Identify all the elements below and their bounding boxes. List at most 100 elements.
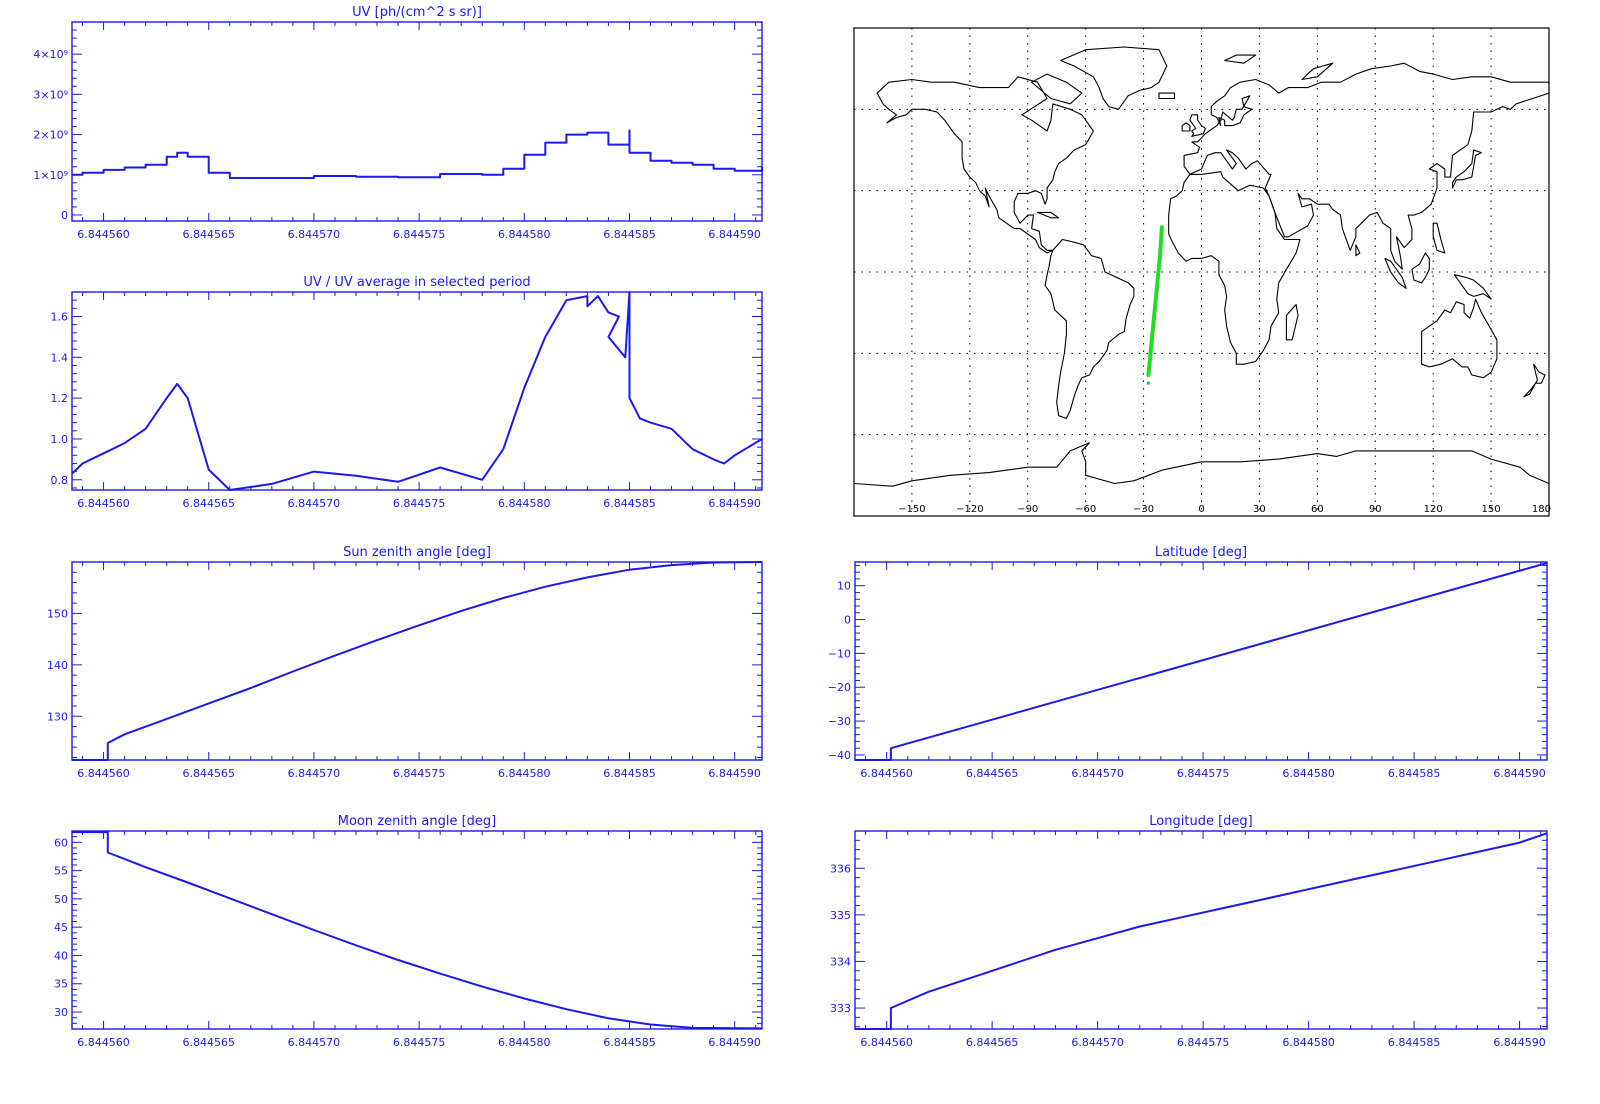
x-tick-label: 6.844565 bbox=[182, 767, 235, 780]
chart-lon: Longitude [deg] 6.844560 6.844565 6.844570 6… bbox=[830, 814, 1548, 1049]
x-tick-label: 6.844590 bbox=[708, 767, 761, 780]
x-tick-label: 6.844590 bbox=[1493, 767, 1546, 780]
y-tick-label: −30 bbox=[828, 715, 851, 728]
y-tick-label: −10 bbox=[828, 647, 851, 660]
chart-uvratio: UV / UV average in selected period 6.8445… bbox=[51, 275, 763, 510]
x-tick-label: 6.844575 bbox=[393, 767, 446, 780]
x-tick-label: 6.844580 bbox=[1282, 767, 1335, 780]
map-longitude-label: 0 bbox=[1198, 504, 1204, 515]
plot-frame bbox=[71, 830, 763, 1030]
x-tick-label: 6.844565 bbox=[182, 228, 235, 241]
x-tick-label: 6.844560 bbox=[860, 767, 913, 780]
x-tick-label: 6.844565 bbox=[966, 767, 1019, 780]
x-tick-label: 6.844570 bbox=[288, 497, 341, 510]
y-tick-label: 130 bbox=[47, 710, 68, 723]
y-tick-label: 333 bbox=[830, 1002, 851, 1015]
y-tick-label: 30 bbox=[54, 1006, 68, 1019]
x-tick-label: 6.844560 bbox=[860, 1036, 913, 1049]
x-tick-label: 6.844570 bbox=[288, 1036, 341, 1049]
y-tick-label: 35 bbox=[54, 978, 68, 991]
x-tick-label: 6.844575 bbox=[1177, 767, 1230, 780]
x-tick-label: 6.844580 bbox=[1282, 1036, 1335, 1049]
x-tick-label: 6.844585 bbox=[1388, 767, 1441, 780]
x-tick-label: 6.844585 bbox=[603, 228, 656, 241]
y-tick-label: 50 bbox=[54, 893, 68, 906]
plot-frame bbox=[854, 561, 1548, 761]
chart-sza: Sun zenith angle [deg] 6.844560 6.844565 6.… bbox=[47, 545, 763, 780]
map-longitude-label: 180 bbox=[1532, 504, 1551, 515]
plot-frame bbox=[71, 21, 763, 222]
y-tick-label: 0 bbox=[844, 614, 851, 627]
coastline-sumatra bbox=[1384, 257, 1407, 289]
series-line-lat bbox=[855, 562, 1548, 761]
coastline-madagascar bbox=[1285, 303, 1299, 341]
x-tick-label: 6.844570 bbox=[288, 767, 341, 780]
x-tick-label: 6.844560 bbox=[77, 1036, 130, 1049]
map-longitude-label: −90 bbox=[1017, 504, 1038, 515]
map-longitude-label: −150 bbox=[898, 504, 925, 515]
x-tick-label: 6.844565 bbox=[966, 1036, 1019, 1049]
y-tick-label: 336 bbox=[830, 862, 851, 875]
ground-track-line bbox=[1146, 225, 1164, 377]
coastline-new-guinea bbox=[1453, 274, 1492, 300]
y-tick-label: 40 bbox=[54, 949, 68, 962]
y-tick-label: 0 bbox=[61, 209, 68, 222]
x-tick-label: 6.844565 bbox=[182, 1036, 235, 1049]
chart-uv: UV [ph/(cm^2 s sr)] 6.844560 6.844565 6.844… bbox=[33, 5, 763, 241]
coastline-philippines bbox=[1432, 222, 1446, 254]
x-tick-label: 6.844575 bbox=[393, 228, 446, 241]
chart-lat: Latitude [deg] 6.844560 6.844565 6.844570 6.… bbox=[828, 545, 1548, 780]
coastline-svalbard bbox=[1224, 54, 1257, 64]
map-longitude-label: 90 bbox=[1369, 504, 1382, 515]
series-line-sza bbox=[72, 561, 763, 761]
x-tick-label: 6.844590 bbox=[1493, 1036, 1546, 1049]
coastline-cuba bbox=[1036, 211, 1060, 219]
x-tick-label: 6.844585 bbox=[1388, 1036, 1441, 1049]
x-tick-label: 6.844590 bbox=[708, 1036, 761, 1049]
chart-title: Longitude [deg] bbox=[1149, 814, 1252, 829]
coastline-great-britain bbox=[1189, 114, 1206, 137]
world-map: −150 −120 −90 −60 −30 0 30 60 90 120 150 180 bbox=[853, 27, 1551, 517]
y-tick-label: 1.2 bbox=[51, 392, 69, 405]
x-tick-label: 6.844585 bbox=[603, 767, 656, 780]
map-longitude-label: 150 bbox=[1482, 504, 1501, 515]
coastline-novaya-zemlya bbox=[1301, 62, 1334, 81]
y-tick-label: 150 bbox=[47, 607, 68, 620]
x-tick-label: 6.844560 bbox=[77, 767, 130, 780]
x-tick-label: 6.844575 bbox=[393, 497, 446, 510]
chart-title: UV / UV average in selected period bbox=[303, 275, 530, 290]
coastline-antarctica bbox=[853, 442, 1550, 487]
y-tick-label: 1.4 bbox=[51, 351, 69, 364]
x-tick-label: 6.844575 bbox=[393, 1036, 446, 1049]
series-line-uvratio bbox=[71, 291, 763, 491]
x-tick-label: 6.844580 bbox=[498, 1036, 551, 1049]
map-longitude-label: −30 bbox=[1133, 504, 1154, 515]
x-tick-label: 6.844585 bbox=[603, 497, 656, 510]
x-tick-label: 6.844580 bbox=[498, 228, 551, 241]
series-line-mza bbox=[72, 831, 763, 1030]
y-tick-label: 140 bbox=[47, 659, 68, 672]
chart-title: Moon zenith angle [deg] bbox=[338, 814, 496, 829]
y-tick-label: 1.6 bbox=[51, 310, 69, 323]
x-tick-label: 6.844560 bbox=[77, 228, 130, 241]
y-tick-label: 335 bbox=[830, 909, 851, 922]
x-tick-label: 6.844565 bbox=[182, 497, 235, 510]
y-tick-label: 1.0 bbox=[51, 433, 69, 446]
map-frame bbox=[853, 27, 1550, 517]
coastline-sri-lanka bbox=[1355, 244, 1361, 257]
y-tick-label: 45 bbox=[54, 921, 68, 934]
x-tick-label: 6.844580 bbox=[498, 497, 551, 510]
coastline-africa bbox=[1168, 171, 1301, 365]
x-tick-label: 6.844590 bbox=[708, 228, 761, 241]
x-tick-label: 6.844585 bbox=[603, 1036, 656, 1049]
series-line-lon bbox=[855, 832, 1548, 1030]
x-tick-label: 6.844560 bbox=[77, 497, 130, 510]
map-longitude-label: 30 bbox=[1253, 504, 1266, 515]
chart-title: UV [ph/(cm^2 s sr)] bbox=[352, 5, 482, 20]
chart-title: Latitude [deg] bbox=[1155, 545, 1247, 560]
y-tick-label: 10 bbox=[837, 580, 851, 593]
map-longitude-label: −120 bbox=[956, 504, 983, 515]
coastline-japan bbox=[1451, 149, 1482, 189]
map-longitude-label: −60 bbox=[1075, 504, 1096, 515]
